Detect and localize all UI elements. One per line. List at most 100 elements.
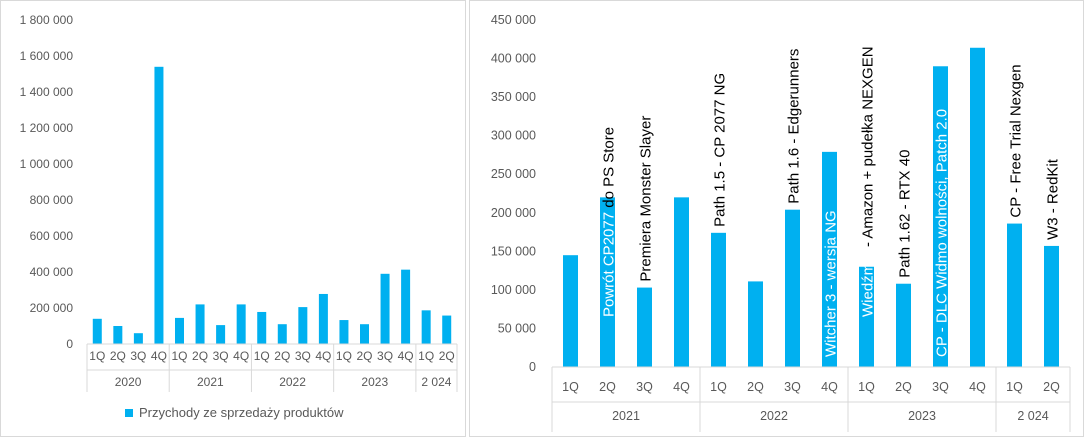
x-tick-label: 1Q [89, 349, 105, 363]
x-tick-label: 2Q [110, 349, 126, 363]
bar [896, 283, 911, 367]
annotation-inside-text: Wiedźmin [860, 251, 877, 317]
legend-label: Przychody ze sprzedaży produktów [139, 405, 344, 420]
x-tick-label: 1Q [418, 349, 434, 363]
left-bar-chart: 0 200 000 400 000 600 000 800 000 1 000 000 1 … [20, 13, 458, 392]
x-tick-label: 3Q [932, 380, 949, 394]
annotation-label: Witcher 3 - wersja NG [823, 210, 840, 357]
x-tick-label: 3Q [295, 349, 311, 363]
x-tick-label: 1Q [171, 349, 187, 363]
y-tick-label: 300 000 [491, 129, 536, 143]
x-group-label: 2020 [115, 375, 142, 389]
annotation-label: W3 - RedKit [1045, 158, 1062, 240]
y-tick-label: 1 200 000 [20, 121, 74, 135]
bar [257, 311, 267, 344]
y-tick-label: 400 000 [491, 52, 536, 66]
x-tick-label: 4Q [821, 380, 838, 394]
bar [442, 315, 452, 344]
y-tick-label: 1 600 000 [20, 49, 74, 63]
annotation-inside-text: Witcher 3 - wersja NG [823, 210, 840, 357]
annotation-outside-text: Path 1.6 - Edgerunners [786, 49, 803, 204]
bar [113, 326, 123, 344]
y-tick-label: 100 000 [491, 283, 536, 297]
annotation-outside-text: do PS Store [601, 127, 618, 212]
x-tick-label: 4Q [233, 349, 249, 363]
bar [711, 232, 726, 367]
x-tick-label: 4Q [315, 349, 331, 363]
x-tick-label: 2Q [439, 349, 455, 363]
y-tick-label: 1 000 000 [20, 157, 74, 171]
bar [421, 310, 431, 344]
x-tick-label: 3Q [130, 349, 146, 363]
y-tick-label: 400 000 [30, 265, 74, 279]
y-tick-label: 800 000 [30, 193, 74, 207]
bar [1007, 223, 1022, 367]
bar [970, 47, 985, 367]
x-tick-label: 1Q [254, 349, 270, 363]
y-tick-label: 450 000 [491, 13, 536, 27]
y-tick-label: 600 000 [30, 229, 74, 243]
x-tick-label: 4Q [398, 349, 414, 363]
x-tick-label: 2Q [599, 380, 616, 394]
x-tick-label: 3Q [636, 380, 653, 394]
bar [785, 209, 800, 367]
annotation-label: Path 1.6 - Edgerunners [786, 49, 803, 204]
y-tick-label: 1 400 000 [20, 85, 74, 99]
annotation-label: Path 1.5 - CP 2077 NG [712, 73, 729, 227]
y-tick-label: 50 000 [498, 321, 536, 335]
right-bar-chart: 0 50 000 100 000 150 000 200 000 250 000 300 0… [491, 13, 1071, 432]
x-group-label: 2023 [361, 375, 388, 389]
annotation-outside-text: Path 1.62 - RTX 40 [897, 150, 914, 278]
annotation-label: Wiedźmin - Amazon + pudełka NEXGEN [860, 46, 877, 317]
left-chart-panel: 0 200 000 400 000 600 000 800 000 1 000 000 1 … [0, 0, 466, 437]
annotation-label: CP - Free Trial Nexgen [1008, 64, 1025, 217]
annotation-label: Premiera Monster Slayer [638, 116, 655, 282]
bar [195, 304, 205, 344]
bar [748, 281, 763, 367]
y-tick-label: 0 [529, 360, 536, 374]
annotation-label: CP - DLC Widmo wolności, Patch 2.0 [934, 109, 951, 357]
x-tick-label: 3Q [213, 349, 229, 363]
bar [318, 293, 328, 344]
x-tick-label: 2Q [356, 349, 372, 363]
bar [401, 269, 411, 344]
bar [175, 317, 184, 344]
annotation-outside-text: - Amazon + pudełka NEXGEN [860, 46, 877, 251]
annotation-outside-text: CP - Free Trial Nexgen [1008, 64, 1025, 217]
x-group-label: 2 024 [1017, 409, 1048, 423]
bar [600, 197, 615, 367]
x-tick-label: 4Q [151, 349, 167, 363]
bar [822, 151, 837, 367]
annotation-label: Powrót CP2077 do PS Store [601, 127, 618, 317]
bar [298, 307, 308, 344]
x-tick-label: 1Q [710, 380, 727, 394]
bar [339, 320, 349, 344]
bar [154, 66, 164, 345]
x-tick-label: 3Q [377, 349, 393, 363]
annotation-outside-text: Premiera Monster Slayer [638, 116, 655, 282]
x-tick-label: 2Q [192, 349, 208, 363]
y-tick-label: 250 000 [491, 167, 536, 181]
bar [277, 324, 287, 344]
y-tick-label: 350 000 [491, 90, 536, 104]
x-group-label: 2021 [612, 409, 640, 423]
annotation-outside-text: Path 1.5 - CP 2077 NG [712, 73, 729, 227]
right-chart-panel: 0 50 000 100 000 150 000 200 000 250 000 300 0… [469, 0, 1084, 437]
bar [674, 197, 689, 367]
annotation-label: Path 1.62 - RTX 40 [897, 150, 914, 278]
bar [563, 255, 578, 367]
y-tick-label: 200 000 [491, 206, 536, 220]
x-group-label: 2023 [908, 409, 936, 423]
legend-swatch-icon [125, 408, 133, 417]
y-tick-label: 1 800 000 [20, 13, 74, 27]
x-tick-label: 2Q [1043, 380, 1060, 394]
bar [380, 273, 390, 344]
x-tick-label: 4Q [969, 380, 986, 394]
bar [236, 304, 246, 344]
bar [637, 287, 652, 367]
annotation-outside-text: W3 - RedKit [1045, 158, 1062, 240]
chart-legend: Przychody ze sprzedaży produktów [125, 405, 343, 420]
x-tick-label: 3Q [784, 380, 801, 394]
x-group-label: 2021 [197, 375, 224, 389]
x-group-label: 2 024 [421, 375, 451, 389]
